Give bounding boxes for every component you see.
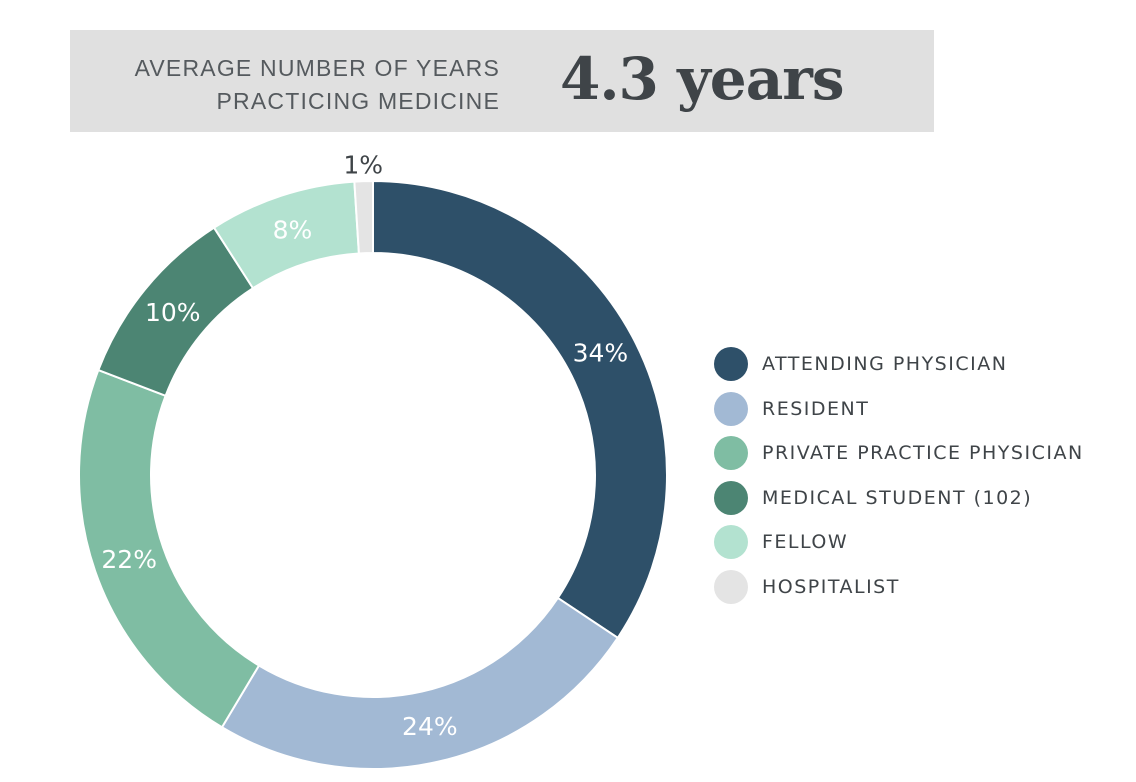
legend-item-private-practice-physician: PRIVATE PRACTICE PHYSICIAN <box>714 436 1134 471</box>
stat-value: 4.3 years <box>560 45 844 113</box>
slice-label-hospitalist: 1% <box>343 151 383 180</box>
legend-swatch <box>714 391 748 426</box>
legend-label: MEDICAL STUDENT (102) <box>762 486 1033 509</box>
legend-label: FELLOW <box>762 531 849 554</box>
donut-chart: 34% 24% 22% 10% 8% 1% <box>78 151 668 770</box>
legend-item-attending-physician: ATTENDING PHYSICIAN <box>714 347 1134 381</box>
stat-label-line1: AVERAGE NUMBER OF YEARS <box>134 55 500 81</box>
stat-banner: AVERAGE NUMBER OF YEARS PRACTICING MEDIC… <box>70 30 934 132</box>
slice-resident <box>220 596 620 770</box>
stat-label: AVERAGE NUMBER OF YEARS PRACTICING MEDIC… <box>135 52 500 118</box>
slice-attending-physician <box>372 179 668 640</box>
legend-swatch <box>714 480 748 515</box>
legend-label: HOSPITALIST <box>762 576 900 598</box>
slice-label-medical-student-102: 10% <box>145 298 201 327</box>
stat-label-line2: PRACTICING MEDICINE <box>216 88 500 114</box>
legend-item-medical-student-102: MEDICAL STUDENT (102) <box>714 480 1134 515</box>
legend-swatch <box>714 347 748 381</box>
slice-label-attending-physician: 34% <box>573 339 629 368</box>
slice-label-private-practice-physician: 22% <box>101 545 157 574</box>
slice-label-resident: 24% <box>402 712 458 741</box>
legend-item-hospitalist: HOSPITALIST <box>714 570 1134 604</box>
legend-item-resident: RESIDENT <box>714 391 1134 426</box>
slice-label-fellow: 8% <box>273 215 313 244</box>
legend-label: RESIDENT <box>762 397 870 420</box>
legend-swatch <box>714 436 748 471</box>
legend-item-fellow: FELLOW <box>714 525 1134 560</box>
legend-swatch <box>714 570 748 604</box>
legend-label: ATTENDING PHYSICIAN <box>762 353 1008 375</box>
legend-label: PRIVATE PRACTICE PHYSICIAN <box>762 442 1084 465</box>
legend-swatch <box>714 525 748 560</box>
slice-hospitalist <box>353 179 374 255</box>
